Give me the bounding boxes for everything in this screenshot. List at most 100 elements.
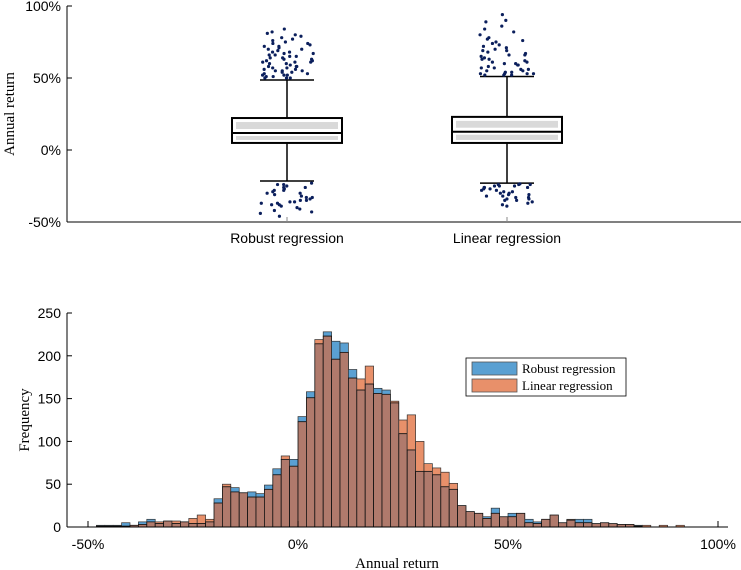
outlier-point — [264, 59, 269, 63]
outlier-point — [505, 204, 509, 208]
bar-linear-excess — [188, 518, 198, 524]
outlier-point — [262, 44, 266, 48]
outlier-point — [500, 13, 504, 17]
outlier-point — [498, 191, 502, 195]
bar-overlap — [255, 496, 265, 528]
bar-robust-excess — [213, 498, 223, 504]
bar-overlap — [473, 512, 484, 528]
bar-overlap — [171, 523, 181, 528]
bar-overlap — [549, 514, 559, 528]
bar-overlap — [448, 488, 459, 528]
boxplot-y-tick-label: 50% — [33, 70, 61, 86]
outlier-point — [280, 36, 284, 40]
outlier-point — [500, 203, 505, 207]
outlier-point — [494, 40, 498, 44]
outlier-point — [502, 62, 506, 66]
bar-overlap — [179, 521, 190, 528]
outlier-point — [526, 201, 530, 205]
outlier-point — [262, 67, 266, 71]
bar-robust-excess — [507, 512, 517, 518]
outlier-point — [303, 185, 307, 190]
bar-linear-excess — [440, 471, 450, 488]
bar-overlap — [499, 516, 509, 528]
bar-robust-excess — [247, 491, 257, 498]
outlier-point — [310, 57, 314, 61]
bar-linear-excess — [406, 414, 416, 451]
bar-overlap — [238, 492, 248, 528]
outlier-point — [479, 188, 484, 192]
bar-robust-excess — [490, 507, 500, 514]
outlier-point — [300, 47, 304, 51]
outlier-point — [265, 191, 269, 195]
bar-linear-excess — [448, 482, 458, 490]
bar-linear-excess — [196, 514, 206, 524]
outlier-point — [523, 59, 527, 63]
outlier-point — [266, 47, 270, 51]
outlier-point — [273, 69, 277, 73]
outlier-point — [284, 76, 289, 80]
bar-overlap — [431, 474, 442, 528]
bar-robust-excess — [574, 518, 584, 524]
histogram-y-tick-label: 250 — [38, 305, 62, 321]
bar-overlap — [406, 449, 417, 528]
outlier-point — [282, 27, 286, 31]
outlier-point — [288, 63, 292, 67]
outlier-point — [280, 69, 284, 73]
outlier-point — [293, 33, 297, 37]
outlier-point — [488, 187, 492, 191]
outlier-point — [478, 72, 483, 76]
histogram-x-label: Annual return — [355, 556, 439, 570]
bar-overlap — [532, 523, 543, 528]
outlier-point — [505, 49, 509, 53]
bar-overlap — [146, 521, 156, 528]
outlier-point — [299, 194, 303, 198]
outlier-point — [482, 56, 487, 60]
outlier-point — [298, 207, 302, 211]
bar-robust-excess — [524, 518, 534, 524]
outlier-point — [481, 44, 486, 48]
outlier-point — [497, 184, 502, 188]
outlier-point — [510, 70, 514, 74]
bar-linear-excess — [314, 339, 324, 345]
outlier-point — [272, 193, 277, 197]
outlier-point — [271, 38, 275, 43]
bar-robust-excess — [121, 522, 131, 527]
outlier-point — [531, 72, 536, 76]
bar-overlap — [457, 505, 467, 528]
outlier-point — [284, 62, 288, 66]
bar-overlap — [263, 488, 274, 528]
histogram-panel: 0 50 100 150 200 250 -50% 0% 50% 100% Annual ret… — [17, 305, 736, 570]
outlier-point — [484, 194, 489, 198]
outlier-point — [504, 18, 508, 22]
bar-overlap — [516, 512, 526, 528]
outlier-point — [490, 60, 495, 64]
outlier-point — [310, 210, 314, 214]
outlier-point — [512, 184, 517, 188]
outlier-point — [277, 214, 282, 218]
outlier-point — [300, 69, 304, 73]
outlier-point — [487, 36, 491, 40]
legend-label-robust: Robust regression — [522, 361, 616, 376]
outlier-point — [288, 54, 292, 59]
outlier-point — [515, 198, 519, 202]
legend-label-linear: Linear regression — [522, 378, 613, 393]
outlier-point — [306, 41, 310, 46]
bar-overlap — [566, 519, 576, 528]
bar-overlap — [230, 491, 240, 528]
bar-overlap — [482, 518, 492, 528]
outlier-point — [480, 57, 484, 61]
outlier-point — [492, 184, 497, 188]
outlier-point — [527, 193, 531, 197]
bar-linear-excess — [356, 378, 366, 391]
outlier-point — [271, 66, 275, 70]
outlier-point — [523, 51, 528, 56]
outlier-point — [493, 47, 497, 51]
legend: Robust regression Linear regression — [465, 357, 627, 397]
bar-linear-excess — [280, 455, 290, 460]
outlier-point — [288, 76, 292, 80]
outlier-point — [485, 69, 489, 73]
bar-overlap — [423, 470, 433, 528]
outlier-point — [298, 198, 302, 202]
bar-overlap — [356, 389, 366, 528]
